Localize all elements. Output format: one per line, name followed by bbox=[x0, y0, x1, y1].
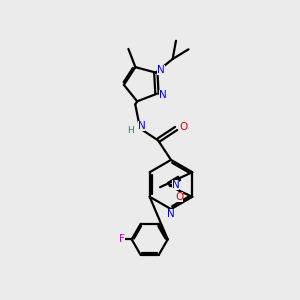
Text: H: H bbox=[127, 126, 134, 135]
Text: O: O bbox=[179, 122, 188, 132]
Text: N: N bbox=[167, 208, 175, 219]
Text: N: N bbox=[159, 90, 167, 100]
Text: N: N bbox=[172, 179, 179, 190]
Text: N: N bbox=[138, 121, 146, 131]
Text: F: F bbox=[119, 234, 125, 244]
Text: N: N bbox=[158, 65, 165, 75]
Text: O: O bbox=[175, 192, 183, 202]
